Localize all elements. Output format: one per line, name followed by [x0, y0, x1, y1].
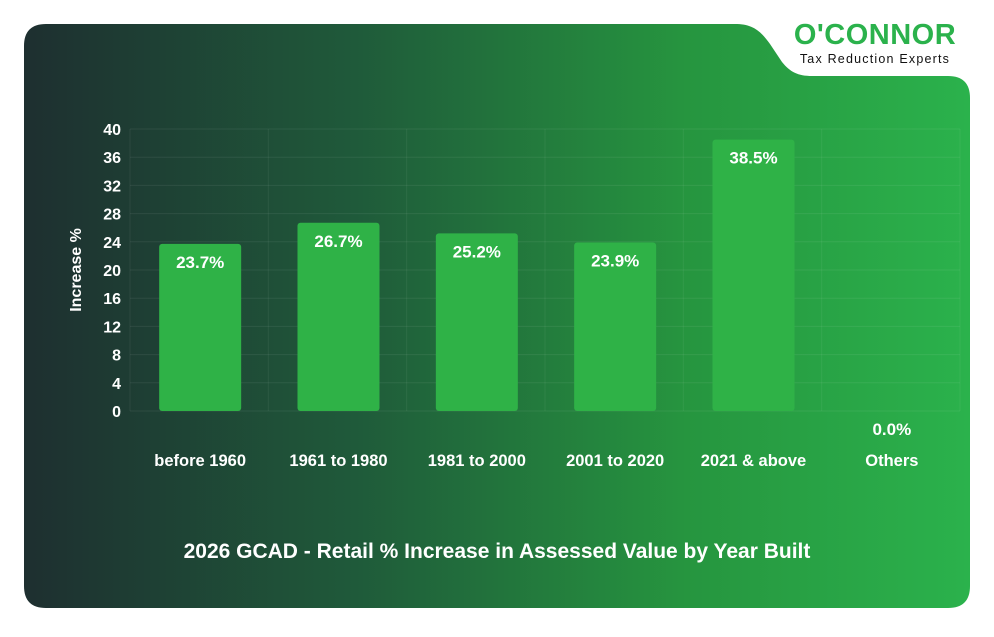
brand-tagline: Tax Reduction Experts	[799, 52, 951, 66]
y-tick-label: 24	[103, 235, 121, 252]
data-label: 23.7%	[176, 253, 224, 272]
bar	[435, 233, 518, 411]
brand-logo: O'CONNOR Tax Reduction Experts	[782, 18, 968, 70]
y-tick-label: 0	[112, 404, 121, 421]
data-label: 0.0%	[872, 420, 911, 439]
y-tick-label: 8	[112, 348, 121, 365]
category-label: 2021 & above	[701, 452, 806, 470]
y-axis-ticks: 0 4 8 12 16 20 24 28 32 36 40	[103, 122, 121, 421]
y-tick-label: 36	[103, 150, 121, 167]
data-labels: 23.7% 26.7% 25.2% 23.9% 38.5% 0.0%	[176, 149, 911, 439]
category-label: 1961 to 1980	[289, 452, 387, 470]
category-label: 1981 to 2000	[428, 452, 526, 470]
y-tick-label: 12	[103, 319, 121, 336]
y-tick-label: 28	[103, 207, 121, 224]
data-label: 25.2%	[453, 242, 501, 261]
data-label: 26.7%	[314, 232, 362, 251]
bar	[574, 242, 657, 411]
y-tick-label: 16	[103, 291, 121, 308]
brand-name: O'CONNOR	[793, 19, 957, 51]
y-axis-label: Increase %	[68, 228, 85, 312]
y-tick-label: 40	[103, 122, 121, 139]
category-label: 2001 to 2020	[566, 452, 664, 470]
bars	[159, 139, 795, 411]
bar	[159, 243, 242, 411]
chart-title: 2026 GCAD - Retail % Increase in Assesse…	[183, 540, 811, 563]
y-tick-label: 20	[103, 263, 121, 280]
bar	[712, 139, 795, 411]
category-labels: before 1960 1961 to 1980 1981 to 2000 2001 …	[154, 452, 918, 470]
y-tick-label: 32	[103, 178, 121, 195]
category-label: Others	[865, 452, 918, 470]
category-label: before 1960	[154, 452, 246, 470]
grid-lines	[129, 128, 961, 412]
data-label: 23.9%	[591, 252, 639, 271]
y-tick-label: 4	[112, 376, 121, 393]
bar	[297, 222, 380, 411]
data-label: 38.5%	[729, 149, 777, 168]
